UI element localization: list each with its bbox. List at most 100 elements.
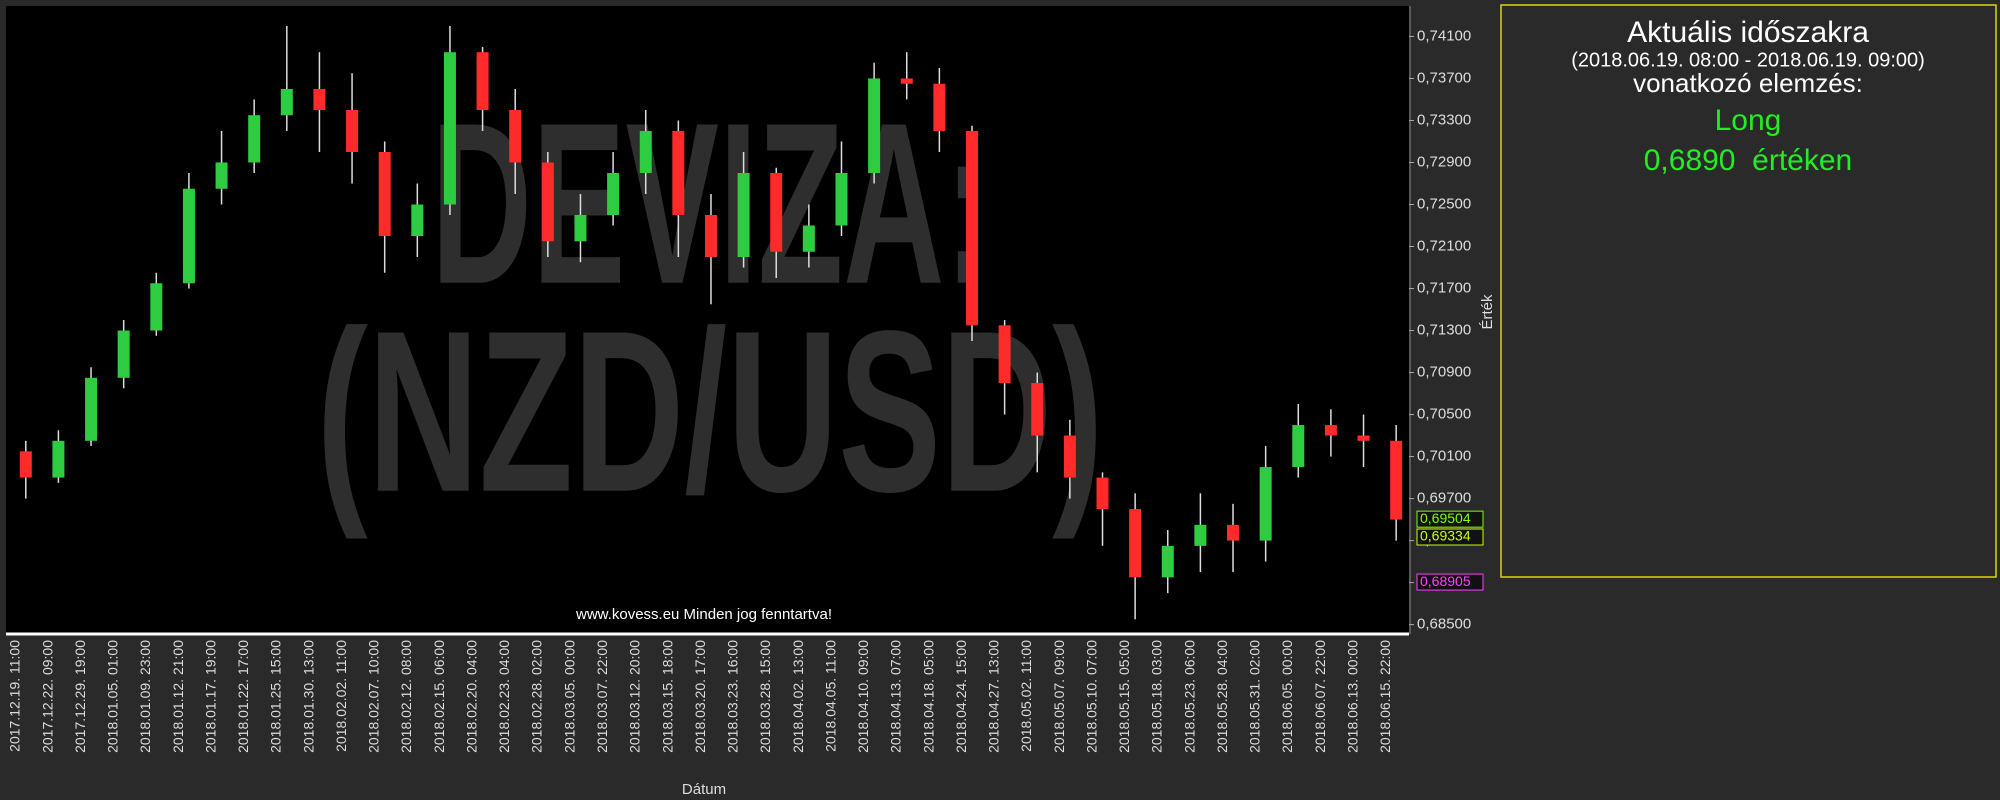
y-axis-label: Érték — [1479, 294, 1496, 330]
candle-body — [704, 215, 717, 258]
candle-body — [1194, 524, 1207, 546]
x-tick-label: 2018.04.27. 13:00 — [986, 640, 1002, 753]
candle-body — [770, 172, 783, 252]
candle-body — [313, 88, 326, 110]
candle-body — [998, 325, 1011, 384]
x-tick-label: 2018.04.10. 09:00 — [855, 640, 871, 753]
panel-price: 0,6890 értéken — [1644, 144, 1853, 177]
x-tick-label: 2018.04.02. 13:00 — [790, 640, 806, 753]
candle-body — [182, 188, 195, 284]
x-tick-label: 2018.02.07. 10:00 — [366, 640, 382, 753]
x-tick-label: 2018.06.15. 22:00 — [1377, 640, 1393, 753]
x-tick-label: 2018.03.15. 18:00 — [659, 640, 675, 753]
candle-body — [1161, 545, 1174, 578]
candle-body — [639, 130, 652, 173]
candle-body — [1129, 509, 1142, 578]
y-tick-label: 0,68500 — [1417, 616, 1471, 633]
price-marker-label: 0,69504 — [1420, 510, 1471, 526]
candle-body — [280, 88, 293, 116]
candle-body — [476, 52, 489, 110]
x-tick-label: 2018.05.23. 06:00 — [1181, 640, 1197, 753]
price-marker-label: 0,68905 — [1420, 573, 1471, 589]
candle-body — [835, 172, 848, 226]
candle-body — [672, 130, 685, 215]
candle-body — [1227, 524, 1240, 541]
y-tick-label: 0,73700 — [1417, 69, 1471, 86]
candle-body — [574, 215, 587, 242]
x-tick-label: 2018.02.20. 04:00 — [463, 640, 479, 753]
candle-body — [117, 330, 130, 378]
price: 0,6890 — [1644, 144, 1736, 177]
x-tick-label: 2018.05.02. 11:00 — [1018, 640, 1034, 752]
x-tick-label: 2018.04.13. 07:00 — [888, 640, 904, 753]
y-tick-label: 0,72900 — [1417, 153, 1471, 170]
candle-body — [248, 115, 261, 163]
panel-signal: Long — [1715, 104, 1782, 137]
candle-body — [1063, 435, 1076, 478]
candle-body — [541, 162, 554, 242]
x-tick-label: 2018.01.17. 19:00 — [202, 640, 218, 753]
candle-body — [1324, 425, 1337, 436]
candle-body — [52, 440, 65, 478]
x-tick-label: 2018.02.12. 08:00 — [398, 640, 414, 753]
price-marker — [1416, 528, 1484, 546]
price-marker-label: 0,69334 — [1420, 528, 1471, 544]
x-tick-label: 2018.05.28. 04:00 — [1214, 640, 1230, 753]
footer: www.kovess.eu Minden jog fenntartva! — [575, 606, 832, 623]
y-tick-label: 0,71700 — [1417, 279, 1471, 296]
x-tick-label: 2018.03.23. 16:00 — [725, 640, 741, 753]
candle-body — [737, 172, 750, 258]
candle-body — [150, 283, 163, 331]
x-tick-label: 2018.05.18. 03:00 — [1149, 640, 1165, 753]
plot-area — [6, 6, 1409, 633]
x-tick-label: 2018.04.05. 11:00 — [822, 640, 838, 752]
candle-body — [1292, 425, 1305, 468]
candle-body — [19, 451, 32, 478]
x-tick-label: 2017.12.29. 19:00 — [72, 640, 88, 753]
price-marker — [1416, 573, 1484, 591]
x-tick-label: 2018.02.15. 06:00 — [431, 640, 447, 753]
candle-body — [378, 151, 391, 237]
candle-body — [85, 377, 98, 441]
y-tick-label: 0,74100 — [1417, 27, 1471, 44]
candle-body — [1390, 440, 1403, 520]
candle-body — [1096, 477, 1109, 510]
x-tick-label: 2018.04.18. 05:00 — [920, 640, 936, 753]
candle-body — [411, 204, 424, 237]
candle-body — [1259, 467, 1272, 541]
y-tick-label: 0,73300 — [1417, 111, 1471, 128]
x-tick-label: 2018.05.31. 02:00 — [1247, 640, 1263, 753]
x-tick-label: 2018.05.07. 09:00 — [1051, 640, 1067, 753]
candle-body — [443, 52, 456, 205]
y-tick-label: 0,71300 — [1417, 321, 1471, 338]
x-tick-label: 2018.03.28. 15:00 — [757, 640, 773, 753]
x-tick-label: 2017.12.19. 11:00 — [7, 640, 23, 752]
x-tick-label: 2018.02.02. 11:00 — [333, 640, 349, 752]
x-tick-label: 2018.05.15. 05:00 — [1116, 640, 1132, 753]
x-tick-label: 2018.06.07. 22:00 — [1312, 640, 1328, 753]
y-tick-label: 0,72500 — [1417, 195, 1471, 212]
candle-body — [215, 162, 228, 189]
candle-body — [802, 225, 815, 252]
y-tick-label: 0,69700 — [1417, 490, 1471, 507]
y-tick-label: 0,70500 — [1417, 406, 1471, 423]
x-tick-label: 2018.02.23. 04:00 — [496, 640, 512, 753]
candle-body — [900, 78, 913, 84]
watermark: (NZD/USD) — [317, 283, 1104, 540]
x-tick-label: 2017.12.22. 09:00 — [39, 640, 55, 753]
x-tick-label: 2018.01.25. 15:00 — [268, 640, 284, 753]
x-tick-label: 2018.03.20. 17:00 — [692, 640, 708, 753]
price-suffix: értéken — [1752, 144, 1852, 177]
x-axis-label: Dátum — [682, 781, 726, 798]
analysis-panel — [1500, 4, 1997, 578]
x-tick-label: 2018.06.13. 00:00 — [1344, 640, 1360, 753]
panel-period: (2018.06.19. 08:00 - 2018.06.19. 09:00) — [1571, 49, 1925, 71]
candle-body — [1031, 383, 1044, 436]
x-tick-label: 2018.03.07. 22:00 — [594, 640, 610, 753]
candle-body — [965, 130, 978, 326]
candle-body — [607, 172, 620, 215]
candle-body — [1357, 435, 1370, 441]
panel-title: Aktuális időszakra — [1627, 16, 1869, 49]
y-tick-label: 0,70900 — [1417, 364, 1471, 381]
